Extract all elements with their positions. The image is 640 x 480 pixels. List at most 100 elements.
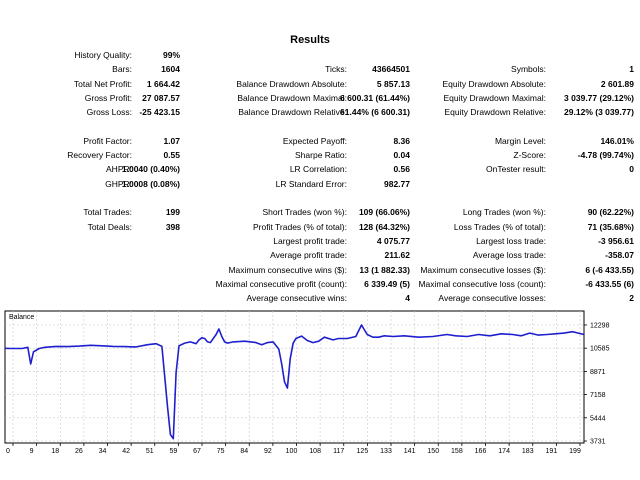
stat-value: 99% bbox=[162, 50, 180, 60]
stat-value: 43664501 bbox=[372, 64, 410, 75]
x-tick-label: 100 bbox=[286, 448, 298, 455]
stat-label: Z-Score: bbox=[513, 150, 546, 161]
y-tick-label: 3731 bbox=[590, 439, 606, 446]
x-tick-label: 9 bbox=[30, 448, 34, 455]
x-tick-label: 0 bbox=[6, 448, 10, 455]
stat-value: 1.0008 (0.08%) bbox=[121, 178, 180, 189]
x-tick-label: 174 bbox=[498, 448, 510, 455]
stat-label: Margin Level: bbox=[494, 135, 546, 146]
stat-label: Balance Drawdown Maximal: bbox=[237, 92, 347, 103]
stat-value: 128 (64.32%) bbox=[358, 221, 410, 232]
stat-value: 1604 bbox=[161, 64, 180, 75]
x-tick-label: 125 bbox=[357, 448, 369, 455]
stat-value: 0.04 bbox=[393, 150, 410, 161]
stat-label: Recovery Factor: bbox=[67, 150, 132, 161]
stat-value: -3 956.61 bbox=[598, 235, 634, 246]
x-tick-label: 67 bbox=[193, 448, 201, 455]
stat-label: Balance Drawdown Absolute: bbox=[236, 78, 347, 89]
stat-label: Largest loss trade: bbox=[476, 235, 546, 246]
chart-title: Balance bbox=[9, 314, 34, 321]
stat-value: 27 087.57 bbox=[142, 92, 180, 103]
stat-label: Equity Drawdown Relative: bbox=[444, 107, 546, 118]
x-tick-label: 141 bbox=[404, 448, 416, 455]
stat-value: 0.56 bbox=[393, 164, 410, 175]
x-tick-label: 42 bbox=[122, 448, 130, 455]
stat-value: -6 433.55 (6) bbox=[585, 278, 634, 289]
x-tick-label: 84 bbox=[240, 448, 248, 455]
x-tick-label: 34 bbox=[99, 448, 107, 455]
y-tick-label: 5444 bbox=[590, 415, 606, 422]
stat-label: Total Net Profit: bbox=[73, 78, 132, 89]
stat-label: History Quality: bbox=[74, 50, 132, 60]
stat-label: Profit Factor: bbox=[83, 135, 132, 146]
stat-label: Long Trades (won %): bbox=[462, 207, 546, 218]
stat-value: 146.01% bbox=[600, 135, 634, 146]
stat-value: 4 075.77 bbox=[376, 235, 410, 246]
stat-value: -4.78 (99.74%) bbox=[577, 150, 634, 161]
stat-label: Bars: bbox=[112, 64, 132, 75]
stat-label: GHPR: bbox=[105, 178, 132, 189]
plot-frame bbox=[4, 310, 585, 444]
x-tick-label: 59 bbox=[169, 448, 177, 455]
stat-value: 0 bbox=[629, 164, 634, 175]
stat-label: Sharpe Ratio: bbox=[295, 150, 347, 161]
x-tick-label: 117 bbox=[333, 448, 344, 455]
stat-label: Average loss trade: bbox=[472, 250, 546, 261]
x-tick-label: 166 bbox=[475, 448, 487, 455]
stat-label: Gross Loss: bbox=[86, 107, 132, 118]
stat-label: Maximum consecutive losses ($): bbox=[420, 264, 546, 275]
stat-value: 199 bbox=[165, 207, 180, 218]
x-tick-label: 92 bbox=[264, 448, 272, 455]
stat-label: Profit Trades (% of total): bbox=[252, 221, 347, 232]
stat-label: Loss Trades (% of total): bbox=[453, 221, 546, 232]
x-tick-label: 158 bbox=[451, 448, 463, 455]
x-tick-label: 150 bbox=[427, 448, 439, 455]
y-tick-label: 12298 bbox=[590, 323, 610, 330]
balance-chart: 0 9 18 26 34 42 51 59 67 75 84 92 100 108 117 125 133 141… bbox=[4, 310, 636, 470]
x-tick-label: 133 bbox=[380, 448, 392, 455]
stat-label: Gross Profit: bbox=[84, 92, 132, 103]
stat-value: 4 bbox=[405, 293, 410, 304]
stat-label: OnTester result: bbox=[486, 164, 546, 175]
stat-value: 2 bbox=[629, 293, 634, 304]
stat-label: Ticks: bbox=[325, 64, 347, 75]
stat-value: 1 bbox=[629, 64, 634, 75]
stat-label: Short Trades (won %): bbox=[262, 207, 347, 218]
x-tick-label: 18 bbox=[51, 448, 59, 455]
stat-label: Largest profit trade: bbox=[273, 235, 347, 246]
y-tick-label: 8871 bbox=[590, 369, 606, 376]
x-tick-label: 199 bbox=[569, 448, 581, 455]
stat-value: 13 (1 882.33) bbox=[359, 264, 410, 275]
stat-label: Maximum consecutive wins ($): bbox=[228, 264, 347, 275]
stat-label: Balance Drawdown Relative: bbox=[238, 107, 347, 118]
stat-label: Maximal consecutive profit (count): bbox=[215, 278, 347, 289]
x-tick-label: 26 bbox=[75, 448, 83, 455]
stat-label: Average profit trade: bbox=[270, 250, 347, 261]
stat-value: 398 bbox=[165, 221, 180, 232]
stat-value: 1.0040 (0.40%) bbox=[121, 164, 180, 175]
stat-label: Maximal consecutive loss (count): bbox=[418, 278, 546, 289]
y-tick-label: 10585 bbox=[590, 346, 610, 353]
stat-label: AHPR: bbox=[106, 164, 132, 175]
stat-value: 982.77 bbox=[384, 178, 410, 189]
stat-value: 0.55 bbox=[163, 150, 180, 161]
stat-value: 3 039.77 (29.12%) bbox=[564, 92, 634, 103]
page-title: Results bbox=[290, 34, 330, 46]
stat-label: LR Correlation: bbox=[289, 164, 347, 175]
stat-value: -25 423.15 bbox=[139, 107, 180, 118]
stat-value: 6 339.49 (5) bbox=[364, 278, 410, 289]
stat-value: 5 857.13 bbox=[376, 78, 410, 89]
stat-value: 211.62 bbox=[384, 250, 410, 261]
stat-label: Equity Drawdown Absolute: bbox=[442, 78, 546, 89]
stat-value: 6 600.31 (61.44%) bbox=[340, 92, 410, 103]
stat-value: 6 (-6 433.55) bbox=[585, 264, 634, 275]
x-tick-label: 183 bbox=[522, 448, 534, 455]
balance-chart-svg: 0 9 18 26 34 42 51 59 67 75 84 92 100 108 117 125 133 141… bbox=[4, 310, 610, 455]
stat-value: 29.12% (3 039.77) bbox=[564, 107, 634, 118]
stat-value: -358.07 bbox=[605, 250, 634, 261]
x-tick-label: 75 bbox=[217, 448, 225, 455]
stat-label: Total Deals: bbox=[87, 221, 132, 232]
stat-label: Equity Drawdown Maximal: bbox=[443, 92, 546, 103]
stat-value: 8.36 bbox=[393, 135, 410, 146]
y-tick-label: 7158 bbox=[590, 392, 606, 399]
